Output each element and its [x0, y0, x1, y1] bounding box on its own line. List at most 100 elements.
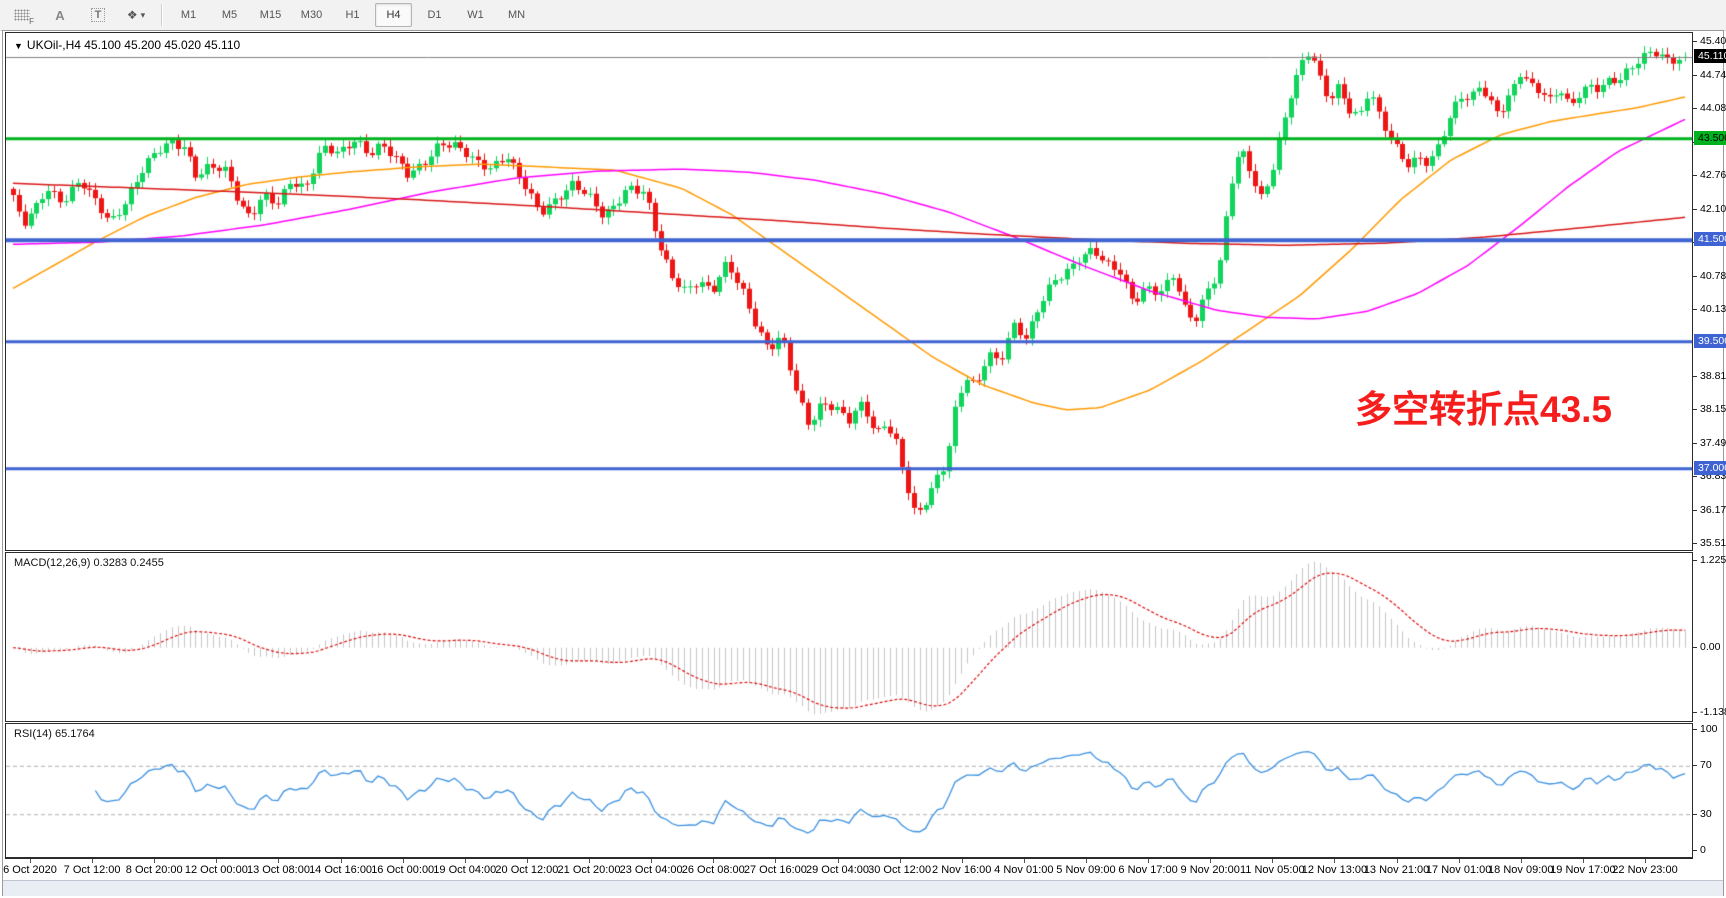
- time-tick-mark: [1023, 859, 1025, 863]
- time-tick-mark: [340, 859, 342, 863]
- time-axis-label: 18 Nov 09:00: [1488, 864, 1554, 876]
- rsi-canvas[interactable]: [6, 724, 1692, 857]
- hline-price-badge: 41.500: [1694, 232, 1726, 247]
- text-label-button[interactable]: A: [42, 2, 78, 28]
- time-tick-mark: [961, 859, 963, 863]
- timeframe-group: M1 M5 M15 M30 H1 H4 D1 W1 MN: [168, 3, 537, 27]
- price-chart-canvas[interactable]: [6, 33, 1692, 550]
- timeframe-button-m1[interactable]: M1: [180, 9, 197, 21]
- price-tick-label: 38.155: [1700, 403, 1726, 416]
- time-axis: 6 Oct 2020 7 Oct 12:00 8 Oct 20:00 12 Oct 0…: [3, 858, 1693, 881]
- annotation-text: 多空转折点43.5: [1355, 389, 1613, 430]
- axis-tick-mark: [1693, 308, 1697, 310]
- time-axis-label: 12 Nov 13:00: [1301, 864, 1368, 876]
- timeframe-button-m5[interactable]: M5: [221, 9, 238, 21]
- macd-canvas[interactable]: [6, 553, 1692, 721]
- price-tick-label: 42.100: [1700, 202, 1726, 215]
- time-axis-label: 16 Oct 00:00: [371, 864, 435, 876]
- time-axis-label: 5 Nov 09:00: [1056, 864, 1116, 876]
- price-tick-label: 43.420: [1700, 135, 1726, 148]
- time-tick-mark: [713, 859, 715, 863]
- timeframe-button-m15[interactable]: M15: [259, 9, 282, 21]
- timeframe-button-m30[interactable]: M30: [300, 9, 323, 21]
- time-axis-label: 4 Nov 01:00: [994, 864, 1054, 876]
- time-tick-mark: [154, 859, 156, 863]
- time-tick-mark: [526, 859, 528, 863]
- time-axis-label: 14 Oct 16:00: [309, 864, 373, 876]
- time-tick-mark: [30, 859, 31, 863]
- time-tick-mark: [1085, 859, 1087, 863]
- time-tick-mark: [589, 859, 591, 863]
- price-tick-label: 36.835: [1700, 470, 1726, 483]
- timeframe-button-h1[interactable]: H1: [345, 9, 360, 21]
- hline-price-badge: 43.500: [1694, 130, 1726, 145]
- chart-window: ▼ UKOil-,H4 45.100 45.200 45.020 45.110 多…: [2, 30, 1726, 896]
- time-axis-label: 23 Oct 04:00: [619, 864, 683, 876]
- time-axis-label: 29 Oct 04:00: [806, 864, 869, 876]
- axis-tick-mark: [1693, 729, 1697, 730]
- status-strip: [3, 880, 1723, 896]
- time-tick-mark: [1458, 859, 1460, 863]
- time-tick-mark: [1210, 859, 1212, 863]
- time-tick-mark: [651, 859, 653, 863]
- text-box-icon: T: [90, 8, 106, 22]
- time-axis-label: 7 Oct 12:00: [63, 864, 121, 876]
- grid-period-button[interactable]: F: [4, 2, 40, 28]
- time-tick-mark: [216, 859, 218, 863]
- price-tick-label: 41.440: [1700, 236, 1726, 249]
- time-tick-mark: [837, 859, 839, 863]
- price-tick-label: 36.175: [1700, 503, 1726, 516]
- time-tick-mark: [1272, 859, 1274, 863]
- time-axis-label: 13 Nov 21:00: [1363, 864, 1430, 876]
- price-tick-label: 42.760: [1700, 169, 1726, 182]
- macd-axis-zero: 0.00: [1700, 640, 1721, 653]
- axis-tick-mark: [1693, 476, 1697, 478]
- macd-label: MACD(12,26,9) 0.3283 0.2455: [14, 557, 164, 569]
- axis-tick-mark: [1693, 543, 1697, 545]
- toolbar: F A T ❖ ▾ M1 M5 M15 M30 H1 H4 D1 W1 MN: [0, 0, 1726, 31]
- time-axis-label: 20 Oct 12:00: [495, 864, 559, 876]
- axis-tick-mark: [1693, 175, 1697, 177]
- timeframe-button-d1[interactable]: D1: [427, 9, 442, 21]
- axis-tick-mark: [1693, 646, 1697, 648]
- axis-tick-mark: [1693, 108, 1697, 110]
- axis-tick-mark: [1693, 242, 1697, 244]
- price-panel: ▼ UKOil-,H4 45.100 45.200 45.020 45.110 多…: [5, 32, 1693, 551]
- price-tick-label: 37.495: [1700, 436, 1726, 449]
- time-tick-mark: [775, 859, 777, 863]
- rsi-axis-70: 70: [1700, 759, 1712, 772]
- time-axis-label: 6 Nov 17:00: [1118, 864, 1178, 876]
- time-axis-label: 6 Oct 2020: [3, 864, 57, 876]
- price-tick-label: 44.740: [1700, 68, 1726, 81]
- time-axis-label: 19 Oct 04:00: [433, 864, 497, 876]
- objects-icon: ❖: [126, 8, 138, 22]
- timeframe-button-w1[interactable]: W1: [467, 9, 484, 21]
- objects-dropdown-button[interactable]: ❖ ▾: [118, 2, 154, 28]
- text-object-button[interactable]: T: [80, 2, 116, 28]
- time-tick-mark: [278, 859, 280, 863]
- time-tick-mark: [1148, 859, 1150, 863]
- price-tick-label: 45.400: [1700, 35, 1726, 48]
- collapse-triangle-icon[interactable]: ▼: [14, 41, 23, 51]
- time-tick-mark: [1396, 859, 1398, 863]
- chevron-down-icon: ▾: [140, 9, 146, 20]
- hline-price-badge: 37.000: [1694, 460, 1726, 475]
- timeframe-button-h4[interactable]: H4: [375, 3, 412, 27]
- timeframe-button-mn[interactable]: MN: [507, 9, 526, 21]
- axis-tick-mark: [1693, 850, 1697, 851]
- time-tick-mark: [1645, 859, 1646, 863]
- time-axis-label: 8 Oct 20:00: [125, 864, 183, 876]
- time-axis-label: 12 Oct 00:00: [184, 864, 248, 876]
- price-tick-label: 40.780: [1700, 269, 1726, 282]
- rsi-axis-0: 0: [1700, 844, 1706, 856]
- price-tick-label: 40.135: [1700, 302, 1726, 315]
- time-tick-mark: [1334, 859, 1336, 863]
- time-axis-label: 17 Nov 01:00: [1425, 864, 1492, 876]
- time-axis-label: 13 Oct 08:00: [246, 864, 310, 876]
- time-tick-mark: [1520, 859, 1522, 863]
- axis-tick-mark: [1693, 275, 1697, 277]
- axis-tick-mark: [1693, 560, 1697, 561]
- axis-tick-mark: [1693, 208, 1697, 210]
- time-tick-mark: [92, 859, 94, 863]
